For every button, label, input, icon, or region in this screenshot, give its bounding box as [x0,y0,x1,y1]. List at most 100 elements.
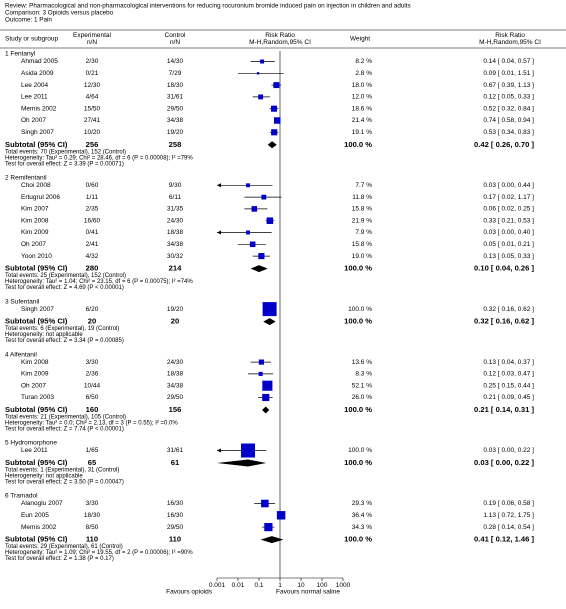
column-header: Experimental [73,32,111,39]
experimental-events: 6/50 [86,394,99,401]
column-header: Risk Ratio [265,32,295,39]
study-square [271,105,278,112]
experimental-events: 3/30 [86,500,99,507]
study-name: Kim 2008 [21,359,49,366]
experimental-events: 2/30 [86,58,99,65]
subtotal-control: 258 [169,140,182,149]
subtotal-experimental: 160 [86,405,99,414]
experimental-events: 18/30 [84,512,101,519]
subtotal-label: 0.03 [ 0.00, 0.22 ] [474,458,534,467]
subtotal-name: Subtotal (95% CI) [5,264,68,273]
subtotal-name: Subtotal (95% CI) [5,405,68,414]
study-name: Oh 2007 [21,382,46,389]
subtotal-experimental: 256 [86,140,99,149]
experimental-events: 4/32 [86,253,99,260]
study-name: Turan 2003 [21,394,54,401]
group-name: 1 Fentanyl [5,51,36,58]
subtotal-note: Test for overall effect: Z = 7.74 (P < 0… [5,427,124,433]
x-tick-label: 1 [278,582,282,589]
effect-label: 0.21 [ 0.09, 0.45 ] [483,394,534,401]
study-square [262,302,277,317]
effect-label: 0.03 [ 0.00, 0.44 ] [483,182,534,189]
study-square [249,241,256,248]
weight: 7.9 % [355,229,372,236]
x-tick-label: 0.01 [232,582,245,589]
subtotal-name: Subtotal (95% CI) [5,535,68,544]
weight: 15.8 % [352,206,372,213]
experimental-events: 12/30 [84,82,101,89]
subtotal-note: Heterogeneity: Tau² = 1.04; Chi² = 23.15… [5,279,193,285]
subtotal-note: Heterogeneity: not applicable [5,332,83,338]
subtotal-weight: 100.0 % [344,264,372,273]
experimental-events: 27/41 [84,117,101,124]
experimental-events: 2/41 [86,241,99,248]
subtotal-name: Subtotal (95% CI) [5,458,68,467]
effect-label: 0.03 [ 0.00, 0.40 ] [483,229,534,236]
study-name: Alanoglu 2007 [21,500,63,507]
subtotal-experimental: 280 [86,264,99,273]
control-events: 34/38 [167,241,184,248]
weight: 12.0 % [352,94,372,101]
weight: 29.3 % [352,500,372,507]
control-events: 18/38 [167,371,184,378]
control-events: 30/32 [167,253,184,260]
study-square [264,523,273,532]
effect-label: 0.28 [ 0.14, 0.54 ] [483,524,534,531]
subtotal-note: Total events: 1 (Experimental), 31 (Cont… [5,468,119,474]
subtotal-control: 156 [169,405,182,414]
subtotal-weight: 100.0 % [344,140,372,149]
study-square [258,253,265,260]
subtotal-diamond [217,459,267,467]
subtotal-control: 20 [171,317,179,326]
subtotal-label: 0.41 [ 0.12, 1.46 ] [474,535,534,544]
subtotal-label: 0.21 [ 0.14, 0.31 ] [474,405,534,414]
effect-label: 0.14 [ 0.04, 0.57 ] [483,58,534,65]
study-square [261,194,267,200]
effect-label: 0.32 [ 0.16, 0.62 ] [483,306,534,313]
effect-label: 0.67 [ 0.39, 1.13 ] [483,82,534,89]
effect-label: 0.17 [ 0.02, 1.17 ] [483,194,534,201]
effect-label: 0.03 [ 0.00, 0.22 ] [483,447,534,454]
effect-label: 0.33 [ 0.21, 0.53 ] [483,217,534,224]
weight: 15.8 % [352,241,372,248]
column-header: Risk Ratio [495,32,525,39]
column-header: n/N [87,39,97,46]
weight: 34.3 % [352,524,372,531]
subtotal-control: 61 [171,458,180,467]
group-name: 3 Sufentanil [5,298,40,305]
effect-label: 0.25 [ 0.15, 0.44 ] [483,382,534,389]
study-name: Asida 2009 [21,70,54,77]
subtotal-weight: 100.0 % [344,535,372,544]
experimental-events: 6/20 [86,306,99,313]
study-name: Lee 2011 [21,94,48,101]
effect-label: 0.05 [ 0.01, 0.21 ] [483,241,534,248]
experimental-events: 16/60 [84,217,101,224]
study-name: Oh 2007 [21,241,46,248]
subtotal-note: Test for overall effect: Z = 4.69 (P < 0… [5,285,124,291]
subtotal-experimental: 110 [86,535,98,544]
study-square [262,380,273,391]
subtotal-name: Subtotal (95% CI) [5,317,68,326]
subtotal-diamond [250,265,268,273]
weight: 8.2 % [355,58,372,65]
effect-label: 0.06 [ 0.02, 0.25 ] [483,206,534,213]
subtotal-weight: 100.0 % [344,405,372,414]
group-name: 5 Hydromorphone [5,440,57,447]
experimental-events: 10/44 [84,382,101,389]
control-events: 6/11 [169,194,182,201]
subtotal-weight: 100.0 % [344,458,372,467]
experimental-events: 2/36 [86,371,99,378]
study-name: Memis 2002 [21,105,57,112]
subtotal-note: Test for overall effect: Z = 3.34 (P = 0… [5,338,124,344]
control-events: 18/30 [167,82,184,89]
x-tick-label: 1000 [336,582,351,589]
group-name: 4 Alfentanil [5,351,37,358]
subtotal-note: Test for overall effect: Z = 3.50 (P = 0… [5,480,124,486]
subtotal-weight: 100.0 % [344,317,372,326]
subtotal-note: Test for overall effect: Z = 3.39 (P = 0… [5,161,124,167]
experimental-events: 2/35 [86,206,99,213]
ci-arrow [217,230,221,235]
x-tick-label: 100 [317,582,328,589]
